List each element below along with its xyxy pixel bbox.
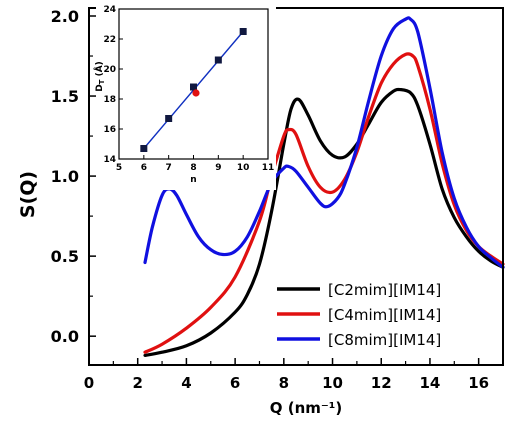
legend-label: [C2mim][IM14] xyxy=(328,281,441,299)
inset-data-point xyxy=(165,115,173,122)
main-y-axis: 0.0 0.5 1.0 1.5 2.0 xyxy=(51,7,96,346)
main-y-tick-label: 2.0 xyxy=(51,7,79,26)
main-plot-frame xyxy=(88,7,504,366)
main-x-tick-label: 0 xyxy=(84,374,94,392)
inset-data-point xyxy=(140,145,148,152)
main-plot: 0 2 4 6 8 10 12 14 16 0.00.51.01.52.0 Q (nm⁻¹) S… xyxy=(17,7,505,417)
main-x-tick-label: 8 xyxy=(279,374,289,392)
inset-red-point xyxy=(192,89,200,97)
main-x-tick-label: 12 xyxy=(371,374,392,392)
inset-x-axis: 5 6 7 8 9 10 11 xyxy=(116,155,274,173)
inset-x-tick-label: 11 xyxy=(262,163,275,173)
inset-y-axis: 14 16 18 20 22 24 xyxy=(103,5,123,165)
main-y-tick-label: 1.5 xyxy=(51,87,79,106)
main-x-axis: 0 2 4 6 8 10 12 14 16 xyxy=(84,358,489,392)
legend-label: [C8mim][IM14] xyxy=(328,331,441,349)
main-x-tick-label: 16 xyxy=(468,374,489,392)
inset-y-tick-label: 22 xyxy=(103,35,116,45)
inset-y-tick-label: 18 xyxy=(103,95,116,105)
main-x-axis-title: Q (nm⁻¹) xyxy=(270,399,342,417)
inset-y-tick-label: 24 xyxy=(103,5,116,15)
main-x-tick-label: 10 xyxy=(322,374,343,392)
legend-label: [C4mim][IM14] xyxy=(328,306,441,324)
inset-marks xyxy=(140,28,247,152)
inset-x-tick-label: 10 xyxy=(237,163,250,173)
inset-x-tick-label: 9 xyxy=(215,163,221,173)
series-line-2 xyxy=(143,16,505,269)
inset-x-tick-label: 5 xyxy=(116,163,122,173)
inset-data-point xyxy=(239,28,247,35)
main-y-axis-title: S(Q) xyxy=(17,171,39,218)
series-line-0 xyxy=(143,87,505,357)
main-x-tick-label: 2 xyxy=(132,374,142,392)
inset-x-tick-label: 6 xyxy=(141,163,147,173)
inset-y-axis-title-main: D xyxy=(95,84,105,91)
inset-background xyxy=(96,2,276,190)
inset-y-axis-title-unit: (Å) xyxy=(94,61,105,79)
legend: [C2mim][IM14] [C4mim][IM14] [C8mim][IM14] xyxy=(277,281,441,349)
inset-x-tick-label: 8 xyxy=(190,163,196,173)
main-y-tick-label: 0.0 xyxy=(51,327,79,346)
main-x-tick-label: 4 xyxy=(181,374,191,392)
main-x-tick-label: 6 xyxy=(230,374,240,392)
main-y-tick-label: 1.0 xyxy=(51,167,79,186)
main-x-tick-label: 14 xyxy=(420,374,441,392)
inset-x-tick-label: 7 xyxy=(166,163,172,173)
main-curves xyxy=(143,16,505,357)
inset-y-axis-title-sub: T xyxy=(98,79,106,84)
inset-x-axis-title: n xyxy=(190,175,196,185)
inset-data-point xyxy=(190,83,197,91)
inset-y-tick-label: 16 xyxy=(103,125,116,135)
inset-data-point xyxy=(214,56,222,64)
inset-y-axis-title: DT (Å) xyxy=(94,61,106,92)
inset-plot: 5 6 7 8 9 10 11 14 16 18 20 22 24 n DT (Å) xyxy=(94,2,276,190)
main-y-tick-label: 0.5 xyxy=(51,247,79,266)
inset-y-tick-label: 14 xyxy=(103,155,116,165)
inset-y-tick-label: 20 xyxy=(103,65,116,75)
